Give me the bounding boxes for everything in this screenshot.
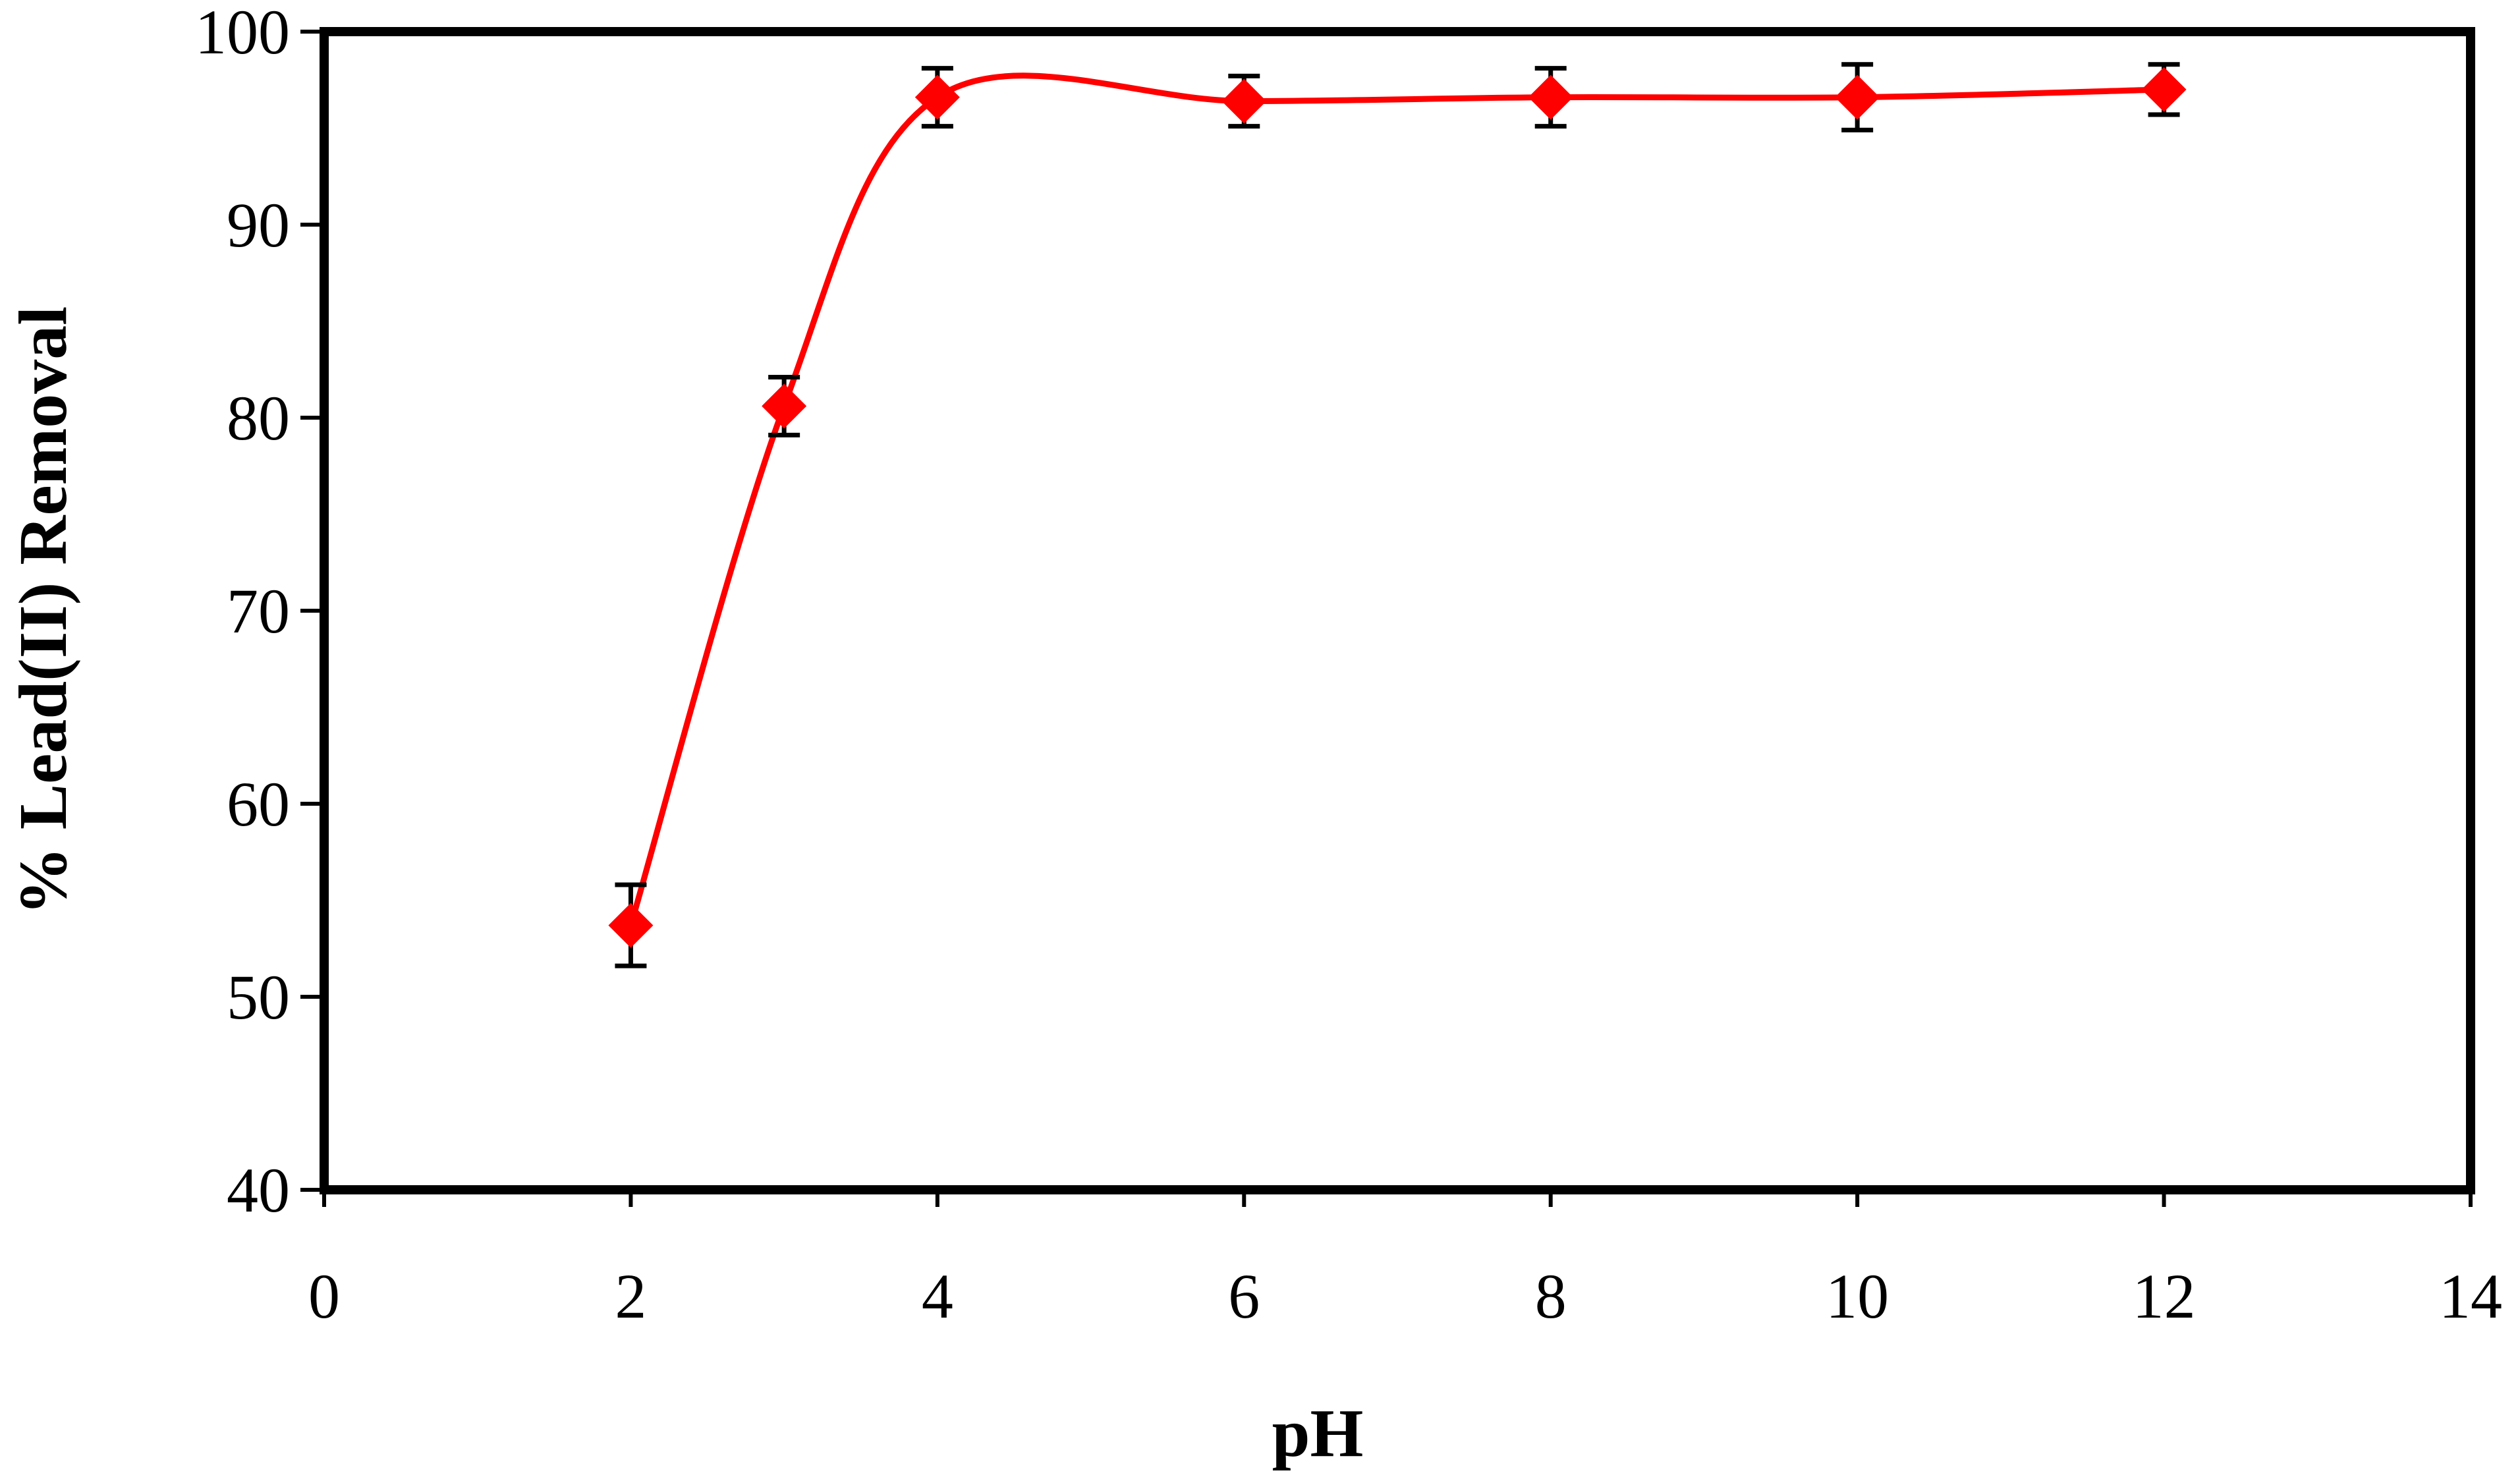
- x-tick-label: 4: [922, 1261, 953, 1331]
- x-axis-title: pH: [1272, 1395, 1364, 1471]
- y-tick-label: 100: [195, 0, 290, 67]
- y-tick-label: 60: [227, 769, 290, 839]
- x-tick-label: 0: [308, 1261, 340, 1331]
- x-tick-label: 2: [615, 1261, 646, 1331]
- data-point: [2141, 67, 2187, 112]
- x-tick-label: 10: [1826, 1261, 1889, 1331]
- x-tick-label: 12: [2133, 1261, 2196, 1331]
- y-tick-label: 70: [227, 576, 290, 646]
- data-point: [762, 383, 807, 429]
- data-point: [1835, 74, 1880, 120]
- data-point: [1528, 74, 1573, 120]
- y-tick-label: 80: [227, 383, 290, 453]
- series-layer: [608, 62, 2187, 968]
- data-point: [914, 74, 960, 120]
- x-tick-label: 8: [1535, 1261, 1567, 1331]
- y-tick-label: 90: [227, 190, 290, 260]
- y-axis: 40 50 60 70 80 90 100: [195, 0, 324, 1225]
- data-point: [1221, 78, 1267, 124]
- x-tick-label: 14: [2439, 1261, 2502, 1331]
- data-point: [608, 903, 654, 948]
- x-axis: 0 2 4 6 8 10 12 14: [308, 1190, 2502, 1331]
- plot-area: [320, 27, 2475, 1194]
- y-tick-label: 50: [227, 962, 290, 1032]
- y-tick-label: 40: [227, 1155, 290, 1225]
- y-axis-title: % Lead(II) Removal: [5, 306, 81, 915]
- x-tick-label: 6: [1228, 1261, 1260, 1331]
